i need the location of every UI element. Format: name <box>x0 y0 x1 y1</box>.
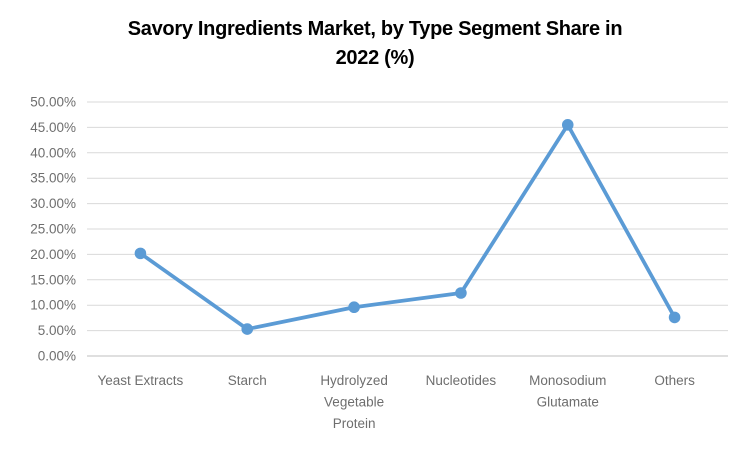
x-axis-tick-label: Hydrolyzed <box>320 373 388 388</box>
y-axis-tick-label: 10.00% <box>30 298 76 313</box>
x-axis-tick-label: Vegetable <box>324 395 384 410</box>
x-axis-tick-label: Protein <box>333 416 376 431</box>
chart-title: Savory Ingredients Market, by Type Segme… <box>0 15 750 73</box>
x-axis-tick-label: Monosodium <box>529 373 606 388</box>
y-axis-tick-label: 5.00% <box>38 323 76 338</box>
y-axis-tick-label: 50.00% <box>30 95 76 110</box>
data-point-nucleotides <box>455 287 467 299</box>
chart-title-line-2: 2022 (%) <box>335 47 415 69</box>
data-point-yeast-extracts <box>134 247 147 260</box>
data-point-others <box>668 311 681 324</box>
x-axis-tick-label: Starch <box>228 373 267 388</box>
chart-title-line-1: Savory Ingredients Market, by Type Segme… <box>127 18 623 40</box>
y-axis-tick-label: 20.00% <box>30 247 76 262</box>
y-axis-tick-label: 15.00% <box>30 272 76 287</box>
data-point-monosodium-glutamate <box>561 119 574 131</box>
y-axis-tick-label: 25.00% <box>30 222 76 237</box>
data-point-hydrolyzed-vegetable-protein <box>348 301 360 314</box>
data-point-starch <box>241 323 254 335</box>
series-line <box>138 122 677 331</box>
y-axis-tick-label: 30.00% <box>30 196 76 211</box>
x-axis-tick-label: Glutamate <box>537 395 599 410</box>
x-axis-tick-label: Others <box>654 373 695 388</box>
y-axis-tick-label: 40.00% <box>30 145 76 160</box>
y-axis-tick-label: 0.00% <box>38 349 76 364</box>
y-axis-tick-label: 35.00% <box>30 171 76 186</box>
x-axis-tick-label: Nucleotides <box>426 373 497 388</box>
x-axis-tick-label: Yeast Extracts <box>98 373 184 388</box>
y-axis-tick-label: 45.00% <box>30 120 76 135</box>
